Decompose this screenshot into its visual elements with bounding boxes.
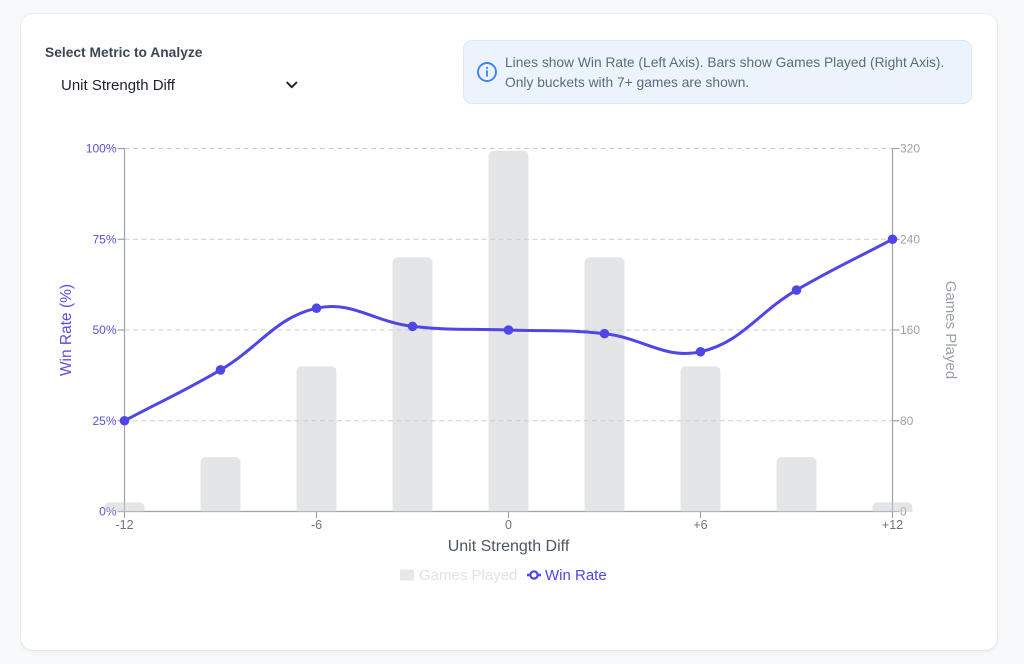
svg-text:-12: -12 [115, 518, 133, 532]
svg-text:0: 0 [505, 518, 512, 532]
svg-text:100%: 100% [86, 142, 117, 156]
svg-text:+6: +6 [693, 518, 707, 532]
svg-text:240: 240 [900, 232, 920, 246]
svg-text:320: 320 [900, 142, 920, 156]
svg-text:75%: 75% [92, 232, 116, 246]
svg-text:+12: +12 [882, 518, 903, 532]
svg-text:25%: 25% [92, 414, 116, 428]
svg-text:-6: -6 [311, 518, 322, 532]
svg-text:Win Rate (%): Win Rate (%) [58, 284, 75, 376]
svg-text:Win Rate: Win Rate [545, 567, 607, 584]
svg-text:160: 160 [900, 323, 920, 337]
svg-text:Games Played: Games Played [942, 281, 959, 379]
svg-text:Games Played: Games Played [419, 567, 517, 584]
svg-text:Unit Strength Diff: Unit Strength Diff [448, 538, 570, 555]
svg-text:80: 80 [900, 414, 914, 428]
svg-text:50%: 50% [92, 323, 116, 337]
